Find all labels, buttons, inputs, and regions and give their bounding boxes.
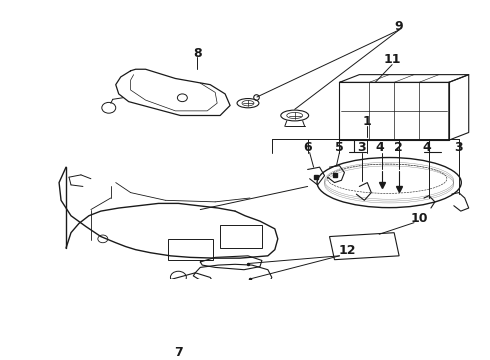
Text: 4: 4	[422, 141, 431, 154]
Text: 3: 3	[454, 141, 463, 154]
Text: 3: 3	[357, 141, 366, 154]
Text: 10: 10	[410, 212, 428, 225]
Text: 11: 11	[383, 54, 401, 67]
Text: 1: 1	[363, 115, 372, 128]
Text: 6: 6	[303, 141, 312, 154]
Text: 5: 5	[335, 141, 344, 154]
Text: 4: 4	[376, 141, 385, 154]
Text: 2: 2	[394, 141, 402, 154]
Text: 12: 12	[339, 244, 356, 257]
Text: 7: 7	[174, 346, 183, 359]
Bar	[169, 239, 213, 260]
Bar	[220, 225, 262, 248]
Text: 9: 9	[395, 19, 403, 32]
Text: 8: 8	[193, 46, 201, 59]
